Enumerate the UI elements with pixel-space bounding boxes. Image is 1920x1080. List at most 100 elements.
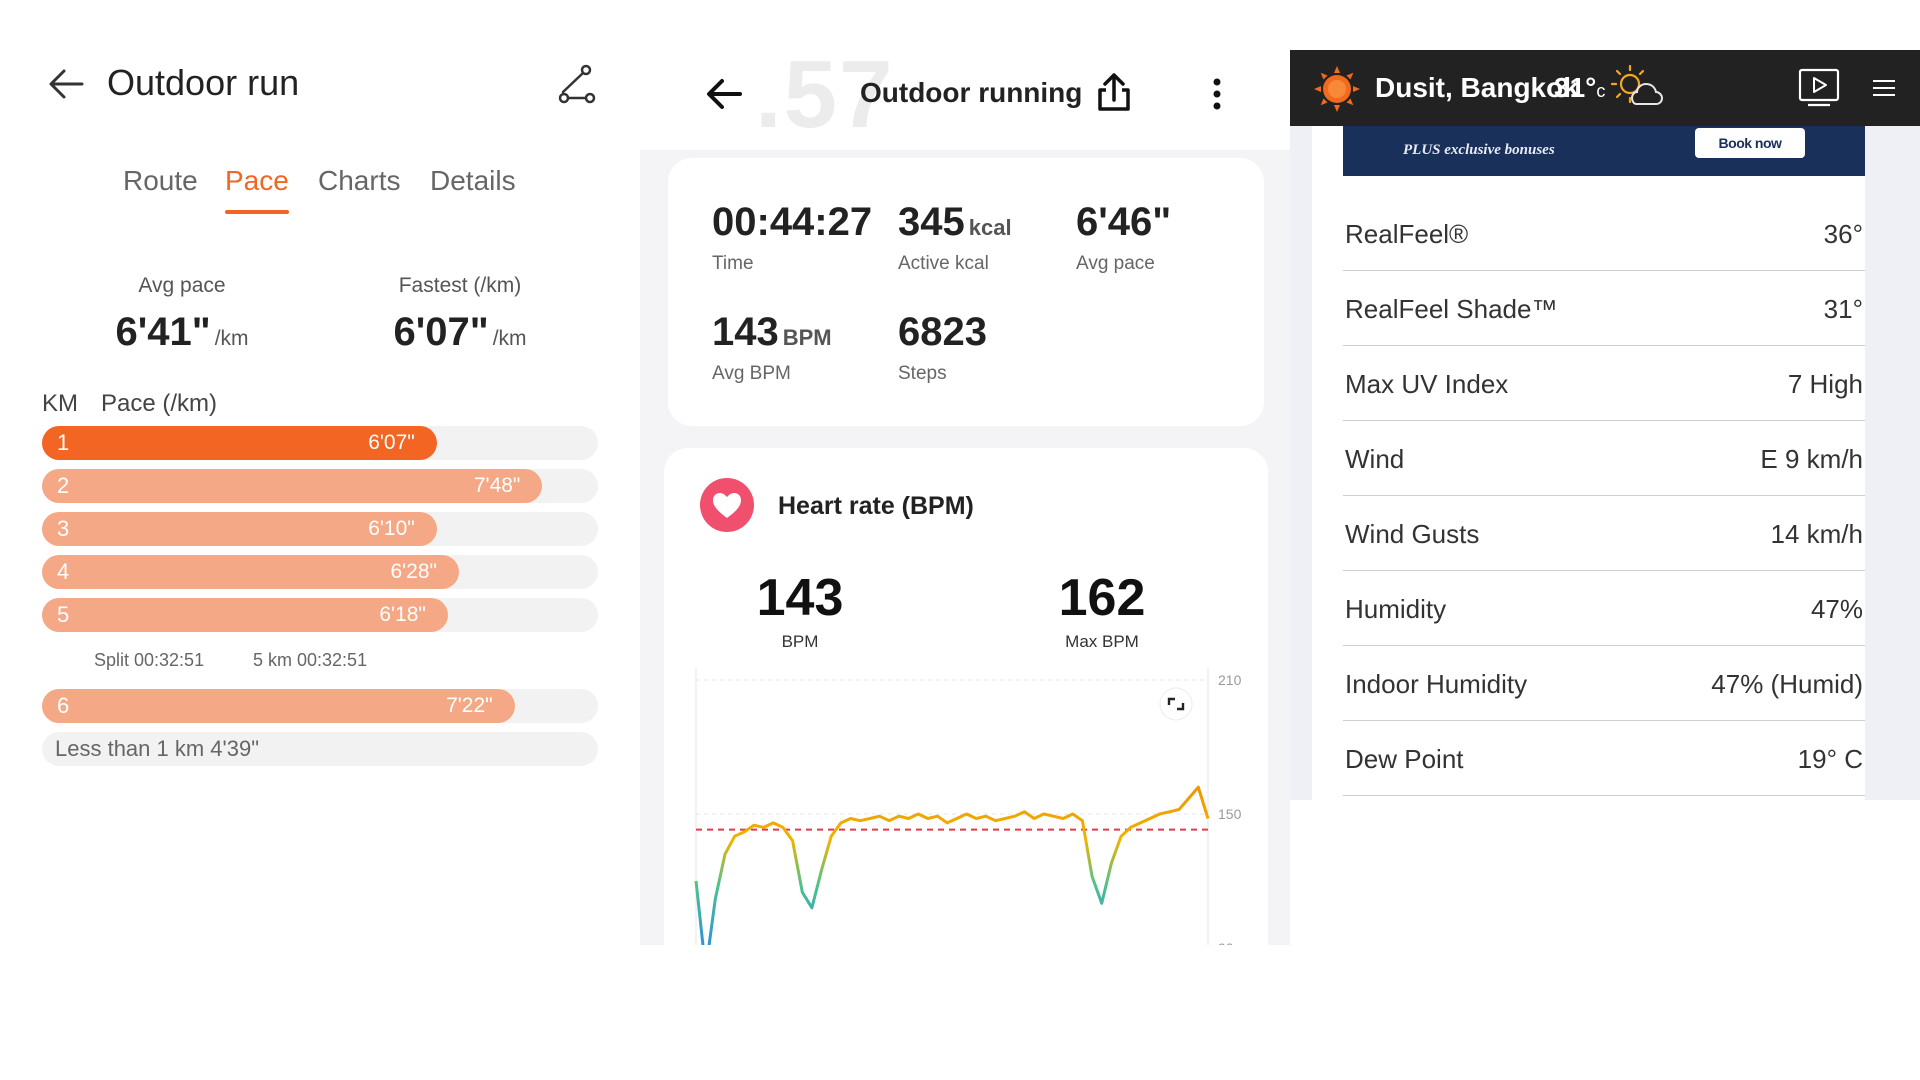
video-play-icon[interactable] xyxy=(1798,68,1840,108)
hamburger-menu-icon[interactable] xyxy=(1870,74,1898,102)
bpm-metric: 143 BPM Avg BPM xyxy=(712,310,832,385)
weather-panel: Dusit, Bangkok 31°c PLUS exclusive bonus… xyxy=(1290,0,1920,800)
avg-pace-stat: Avg pace 6'41"/km xyxy=(52,274,312,355)
km-column-header: KM xyxy=(42,390,78,417)
tab-details[interactable]: Details xyxy=(430,165,516,196)
avg-pace-value: 6'41" xyxy=(115,310,211,354)
workout-title: Outdoor running xyxy=(860,77,1083,108)
ad-banner[interactable]: PLUS exclusive bonuses Book now xyxy=(1343,126,1865,176)
detail-label: Humidity xyxy=(1345,594,1447,624)
kcal-value: 345 xyxy=(898,200,965,244)
bpm-value: 143 xyxy=(712,310,779,354)
tab-route[interactable]: Route xyxy=(123,165,198,196)
split-bar: 1 6'07" xyxy=(42,426,437,460)
steps-label: Steps xyxy=(898,363,947,384)
detail-row: RealFeel® 36° xyxy=(1343,196,1865,271)
split-km: 5 xyxy=(57,602,70,627)
split-pace: 6'10" xyxy=(368,517,415,540)
ad-text: PLUS exclusive bonuses xyxy=(1403,142,1555,158)
detail-row: Indoor Humidity 47% (Humid) xyxy=(1343,646,1865,721)
split-km: 4 xyxy=(57,559,70,584)
more-options-icon[interactable] xyxy=(1202,72,1232,116)
weather-header: Dusit, Bangkok 31°c xyxy=(1290,50,1920,126)
pace-value: 6'46" xyxy=(1076,200,1172,244)
split-km: 2 xyxy=(57,473,70,498)
y-tick-label: 150 xyxy=(1218,806,1242,822)
detail-value: 47% xyxy=(1810,594,1863,624)
heart-rate-title: Heart rate (BPM) xyxy=(778,492,974,520)
avg-bpm-label: BPM xyxy=(781,632,819,651)
remaining-distance: Less than 1 km 4'39" xyxy=(42,732,598,766)
split-bar: 3 6'10" xyxy=(42,512,437,546)
split-pace: 6'07" xyxy=(368,431,415,454)
split-bar: 6 7'22" xyxy=(42,689,515,723)
split-time: Split 00:32:51 xyxy=(94,650,205,670)
pace-panel: Outdoor run Route Pace Charts Details Av… xyxy=(0,0,640,1080)
split-row[interactable]: 6 7'22" xyxy=(42,689,598,723)
split-pace: 6'28" xyxy=(390,560,437,583)
y-tick-label: 90 xyxy=(1218,940,1234,945)
split-bar: 5 6'18" xyxy=(42,598,448,632)
time-label: Time xyxy=(712,253,754,274)
sun-logo-icon[interactable] xyxy=(1312,64,1362,114)
detail-row: Wind Gusts 14 km/h xyxy=(1343,496,1865,571)
fastest-pace-value: 6'07" xyxy=(393,310,489,354)
split-row[interactable]: 5 6'18" xyxy=(42,598,598,632)
split-km: 1 xyxy=(57,430,70,455)
split-bar: 2 7'48" xyxy=(42,469,543,503)
page-margin-right xyxy=(1865,126,1920,800)
time-metric: 00:44:27 Time xyxy=(712,200,872,275)
split-bar: 4 6'28" xyxy=(42,555,459,589)
bpm-unit: BPM xyxy=(782,325,832,350)
heart-rate-chart: 210 150 90 xyxy=(694,668,1242,945)
split-km: 3 xyxy=(57,516,70,541)
back-arrow-icon[interactable] xyxy=(44,62,88,106)
summary-card: 00:44:27 Time 345 kcal Active kcal 6'46" … xyxy=(668,158,1264,426)
split-pace: 7'22" xyxy=(446,694,493,717)
max-heart-rate: 162 Max BPM xyxy=(1012,568,1192,652)
time-value: 00:44:27 xyxy=(712,200,873,244)
back-arrow-icon[interactable] xyxy=(702,72,746,116)
ghost-distance: .57 xyxy=(755,41,895,148)
detail-value: 19° C xyxy=(1797,744,1863,774)
detail-label: Dew Point xyxy=(1345,744,1464,774)
split-pace: 6'18" xyxy=(379,603,426,626)
split-row[interactable]: 1 6'07" xyxy=(42,426,598,460)
kcal-label: Active kcal xyxy=(898,253,989,274)
detail-value: 14 km/h xyxy=(1770,519,1864,549)
split-row[interactable]: 4 6'28" xyxy=(42,555,598,589)
tab-charts[interactable]: Charts xyxy=(318,165,401,196)
location-name[interactable]: Dusit, Bangkok xyxy=(1375,72,1579,103)
detail-value: 31° xyxy=(1823,294,1863,324)
detail-row: Wind E 9 km/h xyxy=(1343,421,1865,496)
kcal-unit: kcal xyxy=(968,215,1012,240)
heart-rate-card: Heart rate (BPM) 143 BPM 162 Max BPM 210… xyxy=(664,448,1268,945)
tab-bar: Route Pace Charts Details xyxy=(0,165,640,215)
steps-value: 6823 xyxy=(898,310,987,354)
split-km: 6 xyxy=(57,693,70,718)
pace-metric: 6'46" Avg pace xyxy=(1076,200,1171,275)
pace-label: Avg pace xyxy=(1076,253,1155,274)
active-tab-indicator xyxy=(225,210,289,214)
book-now-button[interactable]: Book now xyxy=(1695,128,1805,158)
split-row[interactable]: 3 6'10" xyxy=(42,512,598,546)
kcal-metric: 345 kcal Active kcal xyxy=(898,200,1012,275)
current-temperature: 31°c xyxy=(1554,72,1605,104)
tab-pace[interactable]: Pace xyxy=(225,165,289,196)
detail-label: RealFeel Shade™ xyxy=(1345,294,1558,324)
pace-column-header: Pace (/km) xyxy=(101,390,218,417)
temperature-unit: c xyxy=(1596,81,1606,101)
workout-panel: .57 Outdoor running 00:44:27 Time 345 kca… xyxy=(640,0,1290,945)
route-icon[interactable] xyxy=(554,62,598,106)
workout-header: .57 Outdoor running xyxy=(640,0,1290,150)
detail-label: Wind xyxy=(1345,444,1405,474)
expand-chart-icon[interactable] xyxy=(1159,687,1193,721)
heart-rate-series-line xyxy=(694,785,1210,945)
detail-label: Wind Gusts xyxy=(1345,519,1480,549)
fastest-pace-unit: /km xyxy=(492,327,527,350)
page-title: Outdoor run xyxy=(107,62,300,103)
detail-row: Dew Point 19° C xyxy=(1343,721,1865,796)
split-row[interactable]: 2 7'48" xyxy=(42,469,598,503)
avg-bpm-value: 143 xyxy=(756,569,844,627)
share-icon[interactable] xyxy=(1092,70,1136,114)
